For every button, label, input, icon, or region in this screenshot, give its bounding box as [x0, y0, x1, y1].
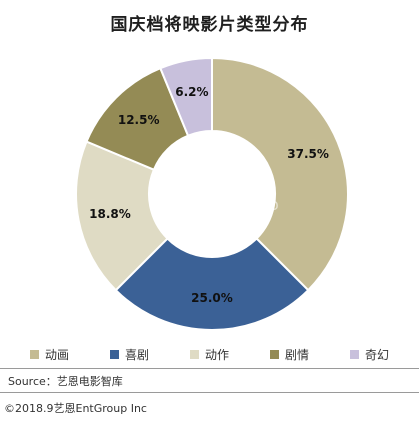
data-label-4: 12.5%	[118, 113, 160, 127]
legend-swatch-icon	[190, 350, 199, 359]
source-note: Source：艺恩电影智库	[8, 375, 123, 388]
donut-slice-3	[75, 140, 169, 292]
legend-item-5: 奇幻	[350, 346, 389, 363]
data-label-5: 6.2%	[175, 85, 208, 99]
donut-chart: 艺恩 entgroup 37.5% 25.0% 18.8% 12.5% 6.2%	[75, 56, 350, 332]
watermark-logo-icon	[160, 165, 200, 205]
donut-slice-1	[211, 56, 350, 292]
watermark-en: entgroup	[206, 195, 279, 214]
donut-data-labels: 37.5% 25.0% 18.8% 12.5% 6.2%	[89, 85, 329, 305]
chart-legend: 动画 喜剧 动作 剧情 奇幻	[30, 346, 410, 366]
legend-swatch-icon	[30, 350, 39, 359]
legend-item-1: 动画	[30, 346, 69, 363]
legend-item-3: 动作	[190, 346, 229, 363]
data-label-2: 25.0%	[191, 291, 233, 305]
data-label-3: 18.8%	[89, 207, 131, 221]
copyright: ©2018.9艺恩EntGroup Inc	[4, 402, 147, 415]
legend-item-2: 喜剧	[110, 346, 149, 363]
legend-swatch-icon	[110, 350, 119, 359]
divider-top	[0, 368, 419, 369]
donut-slice-2	[114, 237, 310, 332]
watermark-cn: 艺恩	[206, 157, 266, 192]
legend-label: 剧情	[285, 348, 310, 362]
donut-slice-5	[159, 56, 213, 138]
donut-slices	[75, 56, 350, 332]
chart-title: 国庆档将映影片类型分布	[110, 15, 309, 35]
legend-item-4: 剧情	[270, 346, 309, 363]
legend-label: 喜剧	[125, 348, 150, 362]
legend-swatch-icon	[270, 350, 279, 359]
legend-label: 动作	[205, 348, 230, 362]
legend-label: 动画	[45, 348, 70, 362]
legend-swatch-icon	[350, 350, 359, 359]
entgroup-watermark: 艺恩 entgroup	[160, 157, 279, 214]
data-label-1: 37.5%	[287, 147, 329, 161]
legend-label: 奇幻	[365, 348, 390, 362]
divider-bottom	[0, 392, 419, 393]
